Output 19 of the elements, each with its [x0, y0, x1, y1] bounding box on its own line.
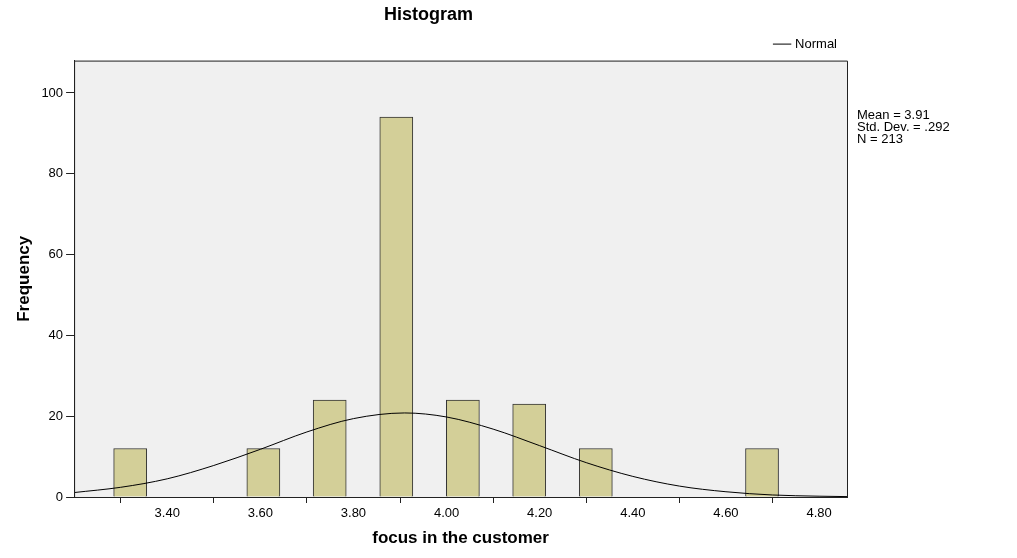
y-tick-label: 0	[55, 488, 64, 504]
x-tick-label: 4.00	[433, 505, 460, 521]
y-tick-label: 100	[41, 84, 64, 100]
x-axis-title: focus in the customer	[372, 528, 550, 548]
x-tick-label: 3.60	[247, 505, 273, 521]
y-tick-label: 20	[48, 407, 64, 423]
y-tick-label: 60	[48, 246, 64, 262]
x-tick-label: 3.80	[340, 505, 367, 521]
y-tick-label: 40	[48, 326, 64, 342]
line-series	[74, 412, 847, 497]
legend-label: Normal	[795, 35, 838, 51]
x-tick-label: 4.80	[806, 505, 832, 521]
x-tick-label: 4.40	[620, 505, 646, 521]
x-tick-label: 4.60	[713, 505, 739, 521]
y-axis-title: Frequency	[13, 235, 33, 322]
chart-title: Histogram	[383, 3, 474, 24]
x-tick-label: 3.40	[154, 505, 180, 521]
y-tick-label: 80	[48, 165, 64, 181]
x-tick-label: 4.20	[527, 505, 553, 521]
